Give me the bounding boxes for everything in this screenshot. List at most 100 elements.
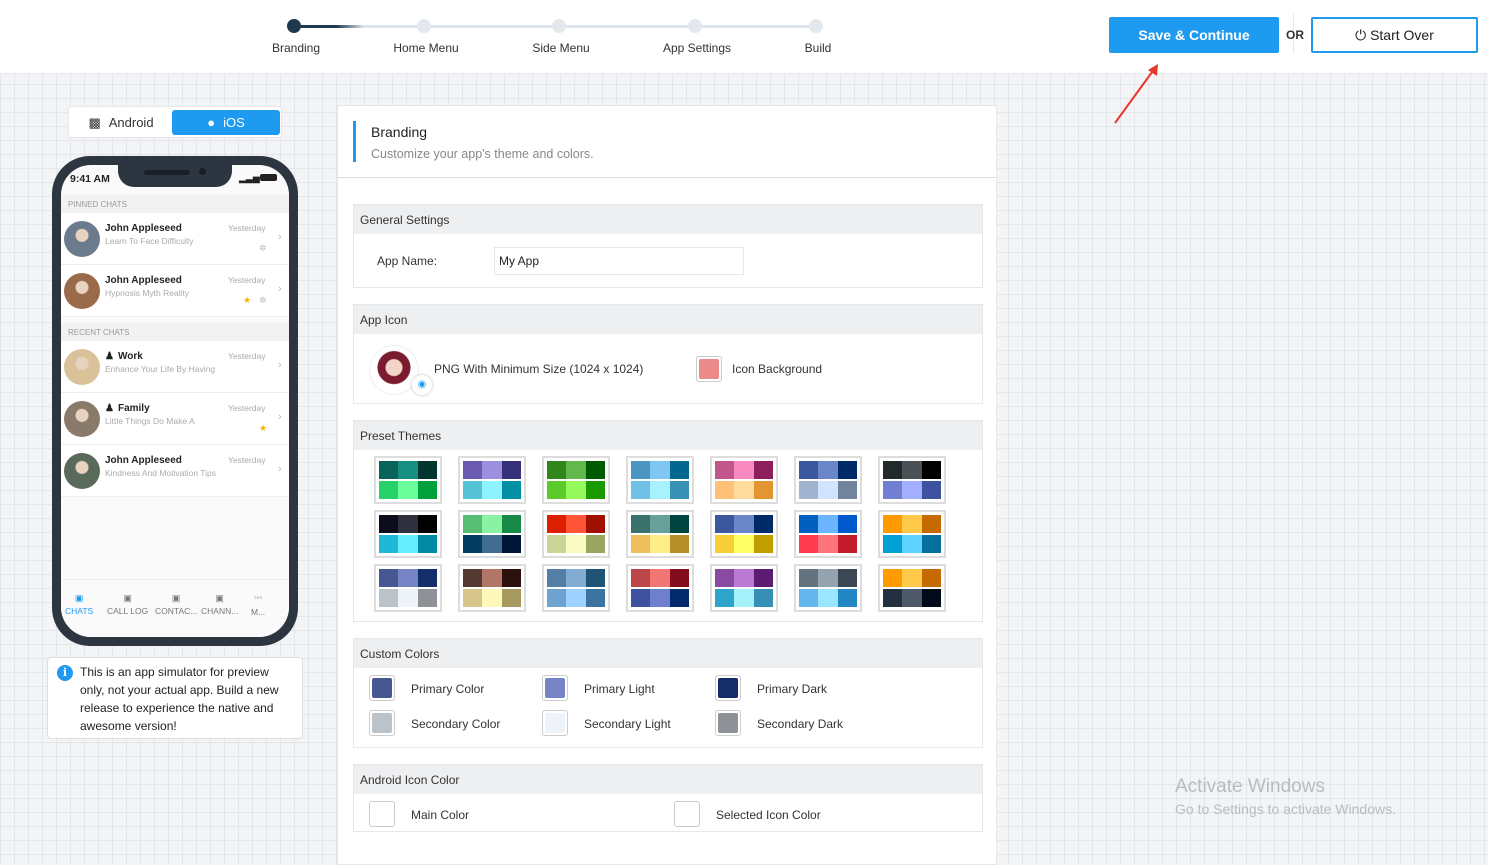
recent-chats-header: RECENT CHATS — [61, 323, 289, 341]
chat-name-text: John Appleseed — [105, 223, 182, 234]
preset-theme[interactable] — [542, 456, 610, 504]
tab-bar-item[interactable]: ▣ CHANN... — [201, 593, 238, 616]
step-dot-branding[interactable] — [287, 19, 301, 33]
app-name-input[interactable] — [494, 247, 744, 275]
preset-theme[interactable] — [458, 456, 526, 504]
chat-list-item[interactable]: ♟ Family Little Things Do Make A Yesterday ›… — [61, 393, 289, 445]
save-continue-button[interactable]: Save & Continue — [1109, 17, 1279, 53]
theme-color-chip — [566, 535, 586, 553]
theme-color-chip — [585, 569, 605, 587]
theme-color-chip — [650, 535, 670, 553]
preset-theme[interactable] — [626, 564, 694, 612]
color-swatch[interactable] — [715, 675, 741, 701]
chevron-right-icon: › — [278, 463, 282, 475]
theme-color-chip — [482, 515, 502, 533]
color-swatch[interactable] — [542, 710, 568, 736]
preset-theme[interactable] — [710, 510, 778, 558]
theme-color-chip — [837, 589, 857, 607]
theme-color-chip — [398, 461, 418, 479]
preset-theme[interactable] — [794, 456, 862, 504]
theme-color-chip — [417, 481, 437, 499]
avatar — [64, 221, 100, 257]
color-label: Primary Dark — [757, 682, 828, 696]
app-icon-image[interactable] — [369, 345, 419, 395]
preset-theme[interactable] — [626, 456, 694, 504]
theme-color-chip — [631, 589, 651, 607]
divider — [1293, 14, 1294, 54]
color-swatch[interactable] — [715, 710, 741, 736]
preset-theme[interactable] — [542, 564, 610, 612]
color-swatch[interactable] — [674, 801, 700, 827]
chat-time: Yesterday — [228, 275, 266, 285]
color-swatch[interactable] — [369, 801, 395, 827]
tab-android[interactable]: ▩ Android — [72, 110, 170, 135]
theme-color-chip — [398, 569, 418, 587]
preset-theme[interactable] — [794, 564, 862, 612]
start-over-button[interactable]: ⏻ Start Over — [1311, 17, 1478, 53]
theme-color-chip — [921, 569, 941, 587]
icon-background-swatch[interactable] — [696, 356, 722, 382]
tab-bar-item[interactable]: ▣ CONTAC... — [155, 593, 197, 616]
tab-bar — [61, 579, 289, 637]
tab-bar-item[interactable]: ▣ CALL LOG — [107, 593, 148, 616]
theme-color-chip — [921, 589, 941, 607]
preset-theme[interactable] — [374, 510, 442, 558]
step-branding[interactable]: Branding — [271, 41, 321, 55]
tab-bar-item[interactable]: ◦◦◦ M... — [251, 593, 265, 617]
theme-color-chip — [547, 535, 567, 553]
tab-ios[interactable]: ● iOS — [172, 110, 280, 135]
color-swatch[interactable] — [369, 710, 395, 736]
preset-theme[interactable] — [710, 564, 778, 612]
preset-theme[interactable] — [542, 510, 610, 558]
step-dot-app-settings[interactable] — [688, 19, 702, 33]
chevron-right-icon: › — [278, 283, 282, 295]
chat-list-item[interactable]: John Appleseed Learn To Face Difficulty Ye… — [61, 213, 289, 265]
preset-theme[interactable] — [794, 510, 862, 558]
theme-color-chip — [566, 481, 586, 499]
theme-color-chip — [734, 481, 754, 499]
theme-color-chip — [902, 515, 922, 533]
camera-icon[interactable]: ◉ — [412, 375, 432, 395]
theme-color-chip — [501, 589, 521, 607]
theme-color-chip — [799, 535, 819, 553]
preset-theme[interactable] — [710, 456, 778, 504]
chat-list-item[interactable]: John Appleseed Kindness And Motivation Ti… — [61, 445, 289, 497]
step-home-menu[interactable]: Home Menu — [393, 41, 459, 55]
chat-time: Yesterday — [228, 223, 266, 233]
tab-bar-item[interactable]: ▣ CHATS — [65, 593, 93, 616]
color-swatch[interactable] — [542, 675, 568, 701]
step-app-settings[interactable]: App Settings — [662, 41, 732, 55]
step-side-menu[interactable]: Side Menu — [532, 41, 590, 55]
preset-theme[interactable] — [626, 510, 694, 558]
restart-icon: ⏻ — [1355, 26, 1367, 43]
theme-color-chip — [501, 515, 521, 533]
star-icon: ★ — [259, 423, 268, 433]
preset-theme[interactable] — [374, 564, 442, 612]
chat-icon: ▣ — [74, 593, 84, 603]
theme-color-chip — [585, 515, 605, 533]
color-swatch[interactable] — [369, 675, 395, 701]
phone-notch — [118, 165, 232, 187]
theme-color-chip — [734, 589, 754, 607]
preset-theme[interactable] — [878, 456, 946, 504]
simulator-info-note: i This is an app simulator for preview o… — [47, 657, 303, 739]
step-dot-side-menu[interactable] — [552, 19, 566, 33]
preset-theme[interactable] — [878, 510, 946, 558]
chat-list-item[interactable]: ♟ Work Enhance Your Life By Having Yesterda… — [61, 341, 289, 393]
theme-color-chip — [379, 461, 399, 479]
theme-color-chip — [818, 461, 838, 479]
preset-theme[interactable] — [374, 456, 442, 504]
preset-theme[interactable] — [878, 564, 946, 612]
chevron-right-icon: › — [278, 231, 282, 243]
tab-bar-label: CHANN... — [201, 606, 239, 616]
theme-color-chip — [585, 481, 605, 499]
preset-theme[interactable] — [458, 564, 526, 612]
chat-list-item[interactable]: John Appleseed Hypnosis Myth Reality Yeste… — [61, 265, 289, 317]
preset-theme[interactable] — [458, 510, 526, 558]
chat-time: Yesterday — [228, 351, 266, 361]
step-dot-home-menu[interactable] — [417, 19, 431, 33]
step-dot-build[interactable] — [809, 19, 823, 33]
chat-name-text: John Appleseed — [105, 455, 182, 466]
theme-color-chip — [669, 481, 689, 499]
step-build[interactable]: Build — [804, 41, 832, 55]
